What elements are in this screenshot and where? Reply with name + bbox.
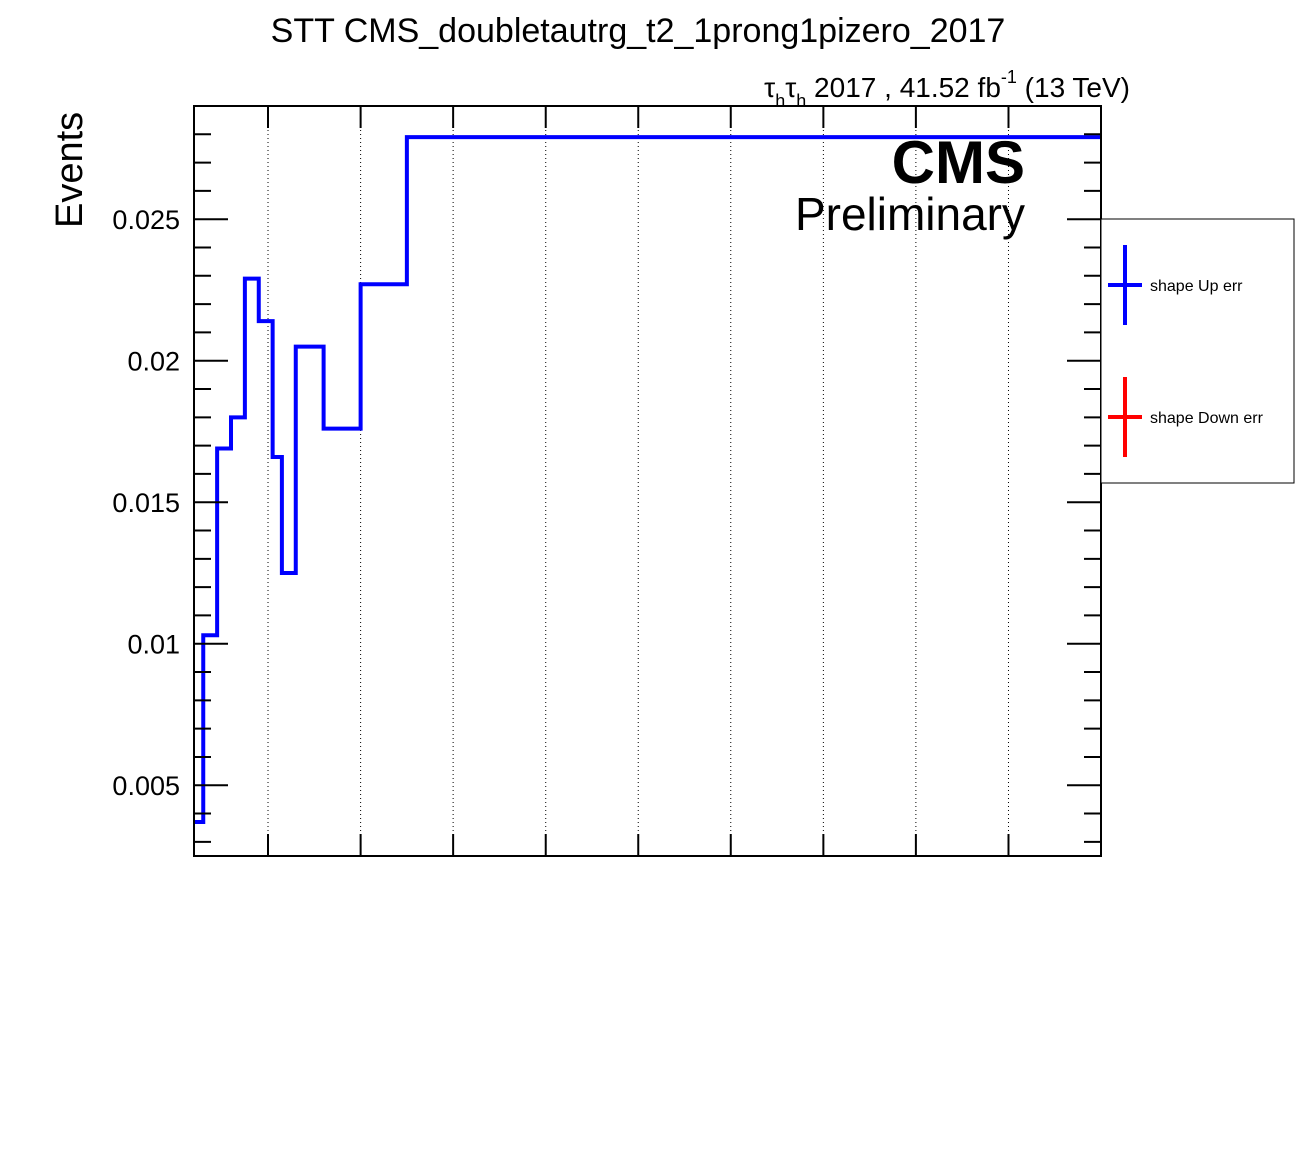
series-line-0 — [194, 135, 1101, 825]
y-tick-label: 0.025 — [112, 205, 180, 235]
series-layer — [194, 135, 1101, 825]
legend-box — [1100, 218, 1295, 484]
legend: shape Up err shape Down err — [1100, 218, 1295, 484]
lumi-sub-1: h — [775, 91, 785, 111]
cms-label: CMS — [892, 129, 1025, 196]
preliminary-label: Preliminary — [795, 188, 1025, 240]
lumi-exp: -1 — [1001, 67, 1017, 87]
y-tick-label: 0.005 — [112, 771, 180, 801]
lumi-main: 2017 , 41.52 fb — [806, 72, 1001, 103]
y-tick-label: 0.015 — [112, 488, 180, 518]
lumi-end: (13 TeV) — [1017, 72, 1130, 103]
legend-item-up: shape Up err — [1108, 245, 1243, 325]
y-axis-label: Events — [49, 112, 91, 228]
legend-item-down: shape Down err — [1108, 377, 1264, 457]
y-tick-label: 0.01 — [127, 630, 180, 660]
legend-label-down: shape Down err — [1150, 410, 1264, 427]
lumi-tau-1: τ — [764, 72, 775, 103]
axes: 0.005 0.01 0.015 0.02 0.025 — [112, 105, 1101, 856]
x-grid-lines — [267, 106, 1009, 856]
chart-title: STT CMS_doubletautrg_t2_1prong1pizero_20… — [271, 12, 1006, 50]
y-tick-label: 0.02 — [127, 347, 180, 377]
lumi-tau-2: τ — [785, 72, 796, 103]
lumi-label: τhτh 2017 , 41.52 fb-1 (13 TeV) — [764, 67, 1130, 111]
lumi-sub-2: h — [796, 91, 806, 111]
legend-label-up: shape Up err — [1150, 278, 1243, 295]
